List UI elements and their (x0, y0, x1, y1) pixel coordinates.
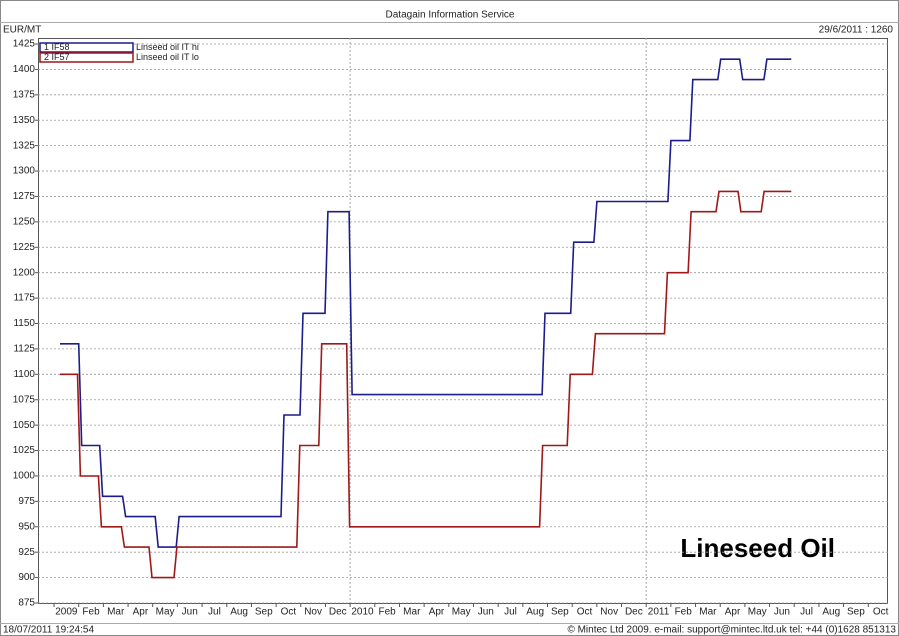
x-tick-label: Mar (107, 607, 125, 618)
y-tick-label: 1400 (13, 64, 36, 75)
y-tick-label: 1050 (13, 420, 36, 431)
legend-code: 2 IF57 (44, 52, 70, 62)
x-tick-label: Aug (822, 607, 840, 618)
y-tick-label: 1100 (13, 369, 35, 380)
y-tick-label: 1175 (13, 293, 35, 304)
x-tick-label: Aug (526, 607, 544, 618)
y-tick-label: 1125 (13, 344, 35, 355)
x-tick-label: Mar (699, 607, 717, 618)
footer-timestamp: 18/07/2011 19:24:54 (3, 625, 94, 636)
y-tick-label: 1225 (13, 242, 36, 253)
x-tick-label: Jun (774, 607, 790, 618)
y-tick-label: 1000 (13, 471, 36, 482)
y-tick-label: 1250 (13, 217, 36, 228)
legend-swatch (39, 52, 134, 63)
x-tick-label: Dec (625, 607, 643, 618)
footer-copyright: © Mintec Ltd 2009. e-mail: support@minte… (567, 625, 896, 636)
y-tick-label: 1425 (13, 39, 36, 50)
x-tick-label: Feb (82, 607, 100, 618)
y-tick-label: 1025 (13, 445, 36, 456)
x-tick-label: Jul (800, 607, 813, 618)
plot-frame (38, 38, 888, 604)
annotation: Lineseed Oil (680, 533, 835, 563)
y-tick-label: 975 (18, 496, 35, 507)
x-tick-label: Sep (255, 607, 273, 618)
y-tick-label: 1150 (13, 318, 35, 329)
y-tick-label: 1200 (13, 267, 36, 278)
x-tick-label: May (452, 607, 471, 618)
y-axis-label: EUR/MT (3, 25, 41, 36)
x-tick-label: Jul (504, 607, 517, 618)
y-tick-label: 875 (18, 598, 35, 609)
y-tick-label: 925 (18, 547, 35, 558)
x-tick-label: Sep (847, 607, 865, 618)
x-tick-label: Jul (208, 607, 221, 618)
y-tick-label: 950 (18, 521, 35, 532)
x-tick-label: Apr (725, 607, 741, 618)
y-tick-label: 1275 (13, 191, 36, 202)
y-tick-label: 1375 (13, 89, 36, 100)
y-tick-label: 1350 (13, 115, 36, 126)
y-tick-label: 900 (18, 572, 35, 583)
x-tick-label: 2009 (55, 607, 78, 618)
legend-label: Linseed oil IT lo (136, 52, 199, 62)
x-tick-label: 2010 (351, 607, 374, 618)
x-tick-label: Feb (379, 607, 397, 618)
series-line (60, 190, 792, 579)
x-tick-label: Dec (329, 607, 347, 618)
x-tick-label: 2011 (648, 607, 670, 618)
x-tick-label: Feb (675, 607, 693, 618)
x-tick-label: Nov (600, 607, 618, 618)
x-tick-label: Sep (551, 607, 569, 618)
window-title: Datagain Information Service (386, 10, 515, 21)
y-tick-label: 1075 (13, 394, 36, 405)
y-tick-label: 1300 (13, 166, 36, 177)
x-tick-label: Mar (403, 607, 421, 618)
legend-label: Linseed oil IT hi (136, 42, 199, 52)
series-line (60, 58, 792, 548)
legend-swatch (39, 42, 134, 53)
y-tick-label: 1325 (13, 140, 36, 151)
x-tick-label: May (156, 607, 175, 618)
x-tick-label: Aug (230, 607, 248, 618)
x-tick-label: Oct (577, 607, 593, 618)
x-tick-label: Apr (133, 607, 149, 618)
x-tick-label: Oct (281, 607, 297, 618)
x-tick-label: Oct (873, 607, 889, 618)
x-tick-label: Jun (478, 607, 494, 618)
x-tick-label: Apr (429, 607, 445, 618)
x-tick-label: May (748, 607, 767, 618)
x-tick-label: Jun (182, 607, 198, 618)
latest-value: 29/6/2011 : 1260 (819, 25, 894, 36)
x-tick-label: Nov (304, 607, 322, 618)
legend-code: 1 IF58 (44, 42, 70, 52)
